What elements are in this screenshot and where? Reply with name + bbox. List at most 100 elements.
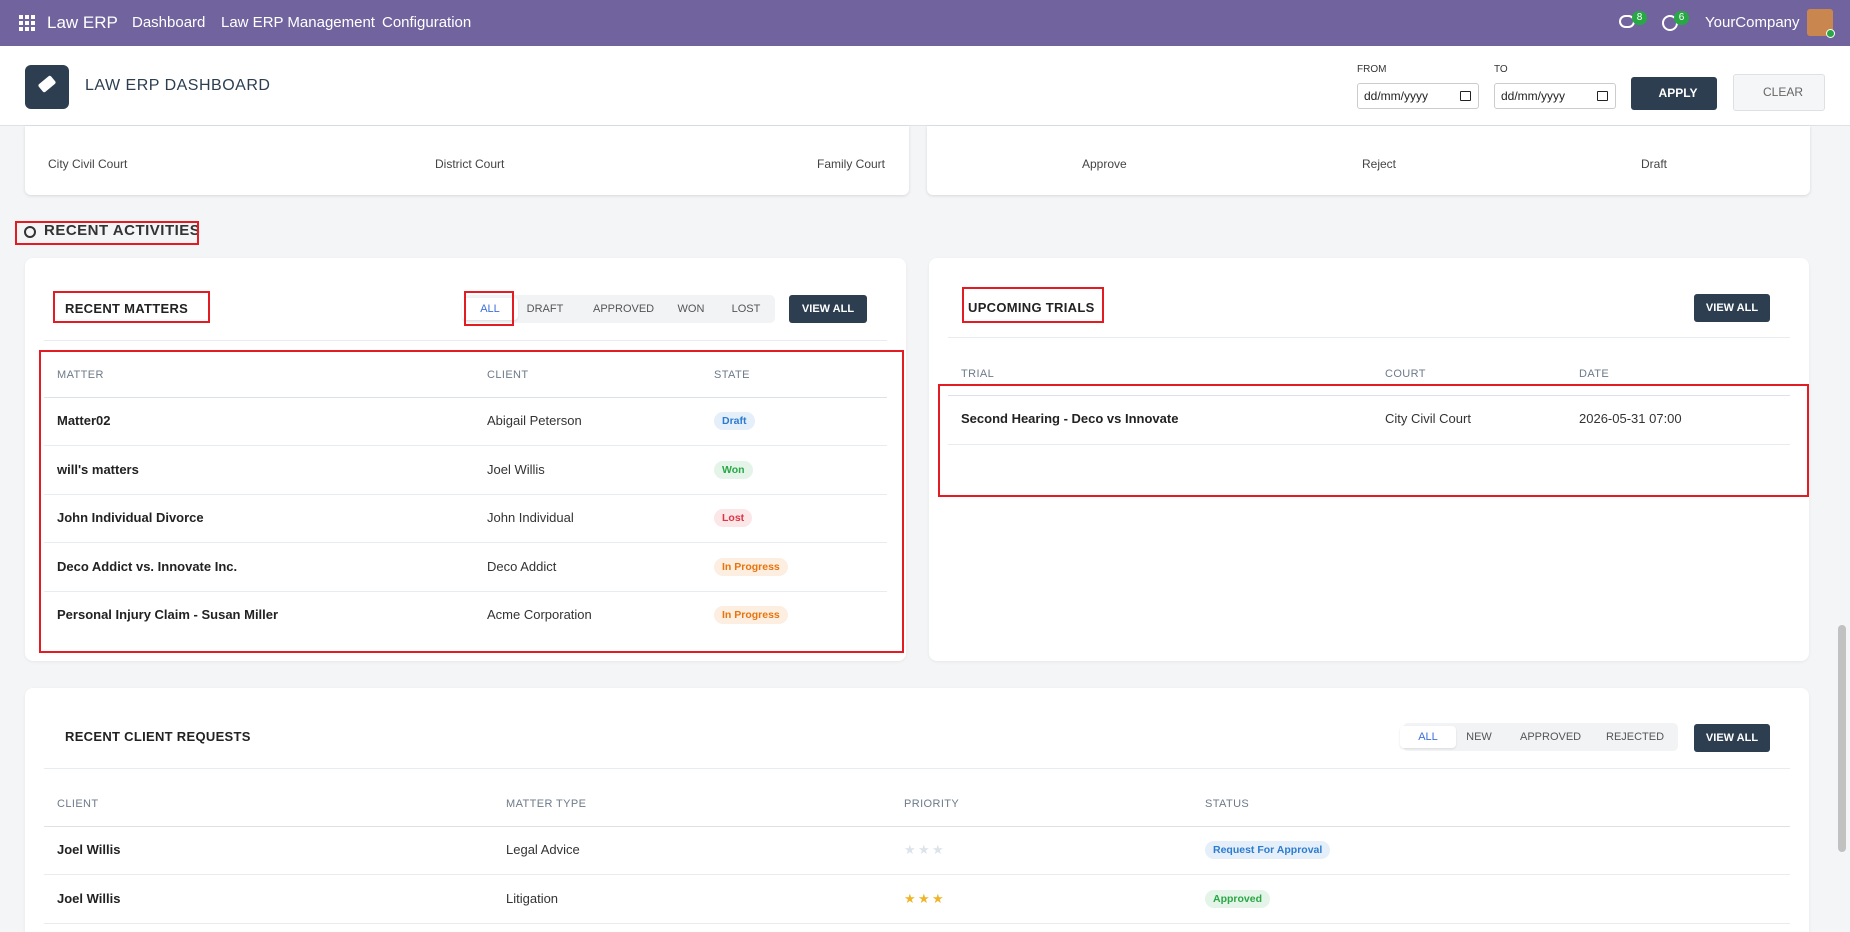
row-divider bbox=[44, 874, 1790, 875]
filter-tab[interactable]: APPROVED bbox=[1520, 731, 1582, 743]
apps-icon bbox=[31, 15, 35, 19]
highlight-box bbox=[53, 291, 210, 323]
row-divider bbox=[44, 397, 887, 398]
column-header: CLIENT bbox=[487, 369, 529, 381]
client-name: Abigail Peterson bbox=[487, 413, 582, 428]
section-title: RECENT ACTIVITIES bbox=[44, 222, 201, 239]
row-divider bbox=[44, 445, 887, 446]
apps-icon bbox=[25, 15, 29, 19]
row-divider bbox=[948, 337, 1790, 338]
star: ★ bbox=[918, 890, 930, 906]
matter-name: Deco Addict vs. Innovate Inc. bbox=[57, 558, 238, 574]
row-divider bbox=[44, 542, 887, 543]
date-input[interactable]: dd/mm/yyyy bbox=[1494, 83, 1616, 109]
row-divider bbox=[44, 340, 887, 341]
menu-item[interactable]: Law ERP Management bbox=[221, 14, 375, 31]
highlight-box bbox=[15, 221, 199, 245]
to-label: TO bbox=[1494, 64, 1508, 75]
column-header: STATE bbox=[714, 369, 750, 381]
column-header: CLIENT bbox=[57, 798, 99, 810]
row-divider bbox=[44, 922, 1790, 924]
row-divider bbox=[948, 395, 1790, 396]
date-input[interactable]: dd/mm/yyyy bbox=[1357, 83, 1479, 109]
apps-icon bbox=[19, 15, 23, 19]
trial-name: Second Hearing - Deco vs Innovate bbox=[961, 411, 1179, 426]
filter-tab[interactable]: LOST bbox=[731, 303, 761, 315]
filter-tab[interactable]: NEW bbox=[1466, 731, 1492, 743]
page-title: LAW ERP DASHBOARD bbox=[85, 77, 271, 94]
status-badge: Lost bbox=[714, 509, 753, 527]
view-all-button[interactable]: VIEW ALL bbox=[1694, 724, 1770, 752]
app-name: Law ERP bbox=[47, 13, 118, 32]
filter-tab[interactable]: ALL bbox=[462, 298, 518, 320]
star: ★ bbox=[918, 842, 930, 857]
client-name: Deco Addict bbox=[487, 558, 557, 574]
column-header: MATTER bbox=[57, 369, 104, 381]
calendar-icon bbox=[1460, 91, 1471, 101]
status-badge: In Progress bbox=[714, 606, 788, 624]
apps-icon bbox=[31, 21, 35, 25]
scrollbar-thumb bbox=[1838, 625, 1846, 852]
matter-name: will's matters bbox=[57, 461, 139, 477]
row-divider bbox=[44, 826, 1790, 827]
client-name: Acme Corporation bbox=[487, 607, 592, 622]
row-divider bbox=[44, 768, 1790, 769]
filter-tab[interactable]: ALL bbox=[1400, 726, 1456, 748]
trials-card bbox=[929, 258, 1809, 661]
trial-date: 2026-05-31 07:00 bbox=[1579, 411, 1682, 426]
row-divider bbox=[948, 444, 1790, 445]
navbar bbox=[0, 0, 1850, 46]
row-divider bbox=[44, 590, 887, 592]
apps-icon bbox=[19, 27, 23, 31]
matter-name: Matter02 bbox=[57, 413, 111, 428]
column-header: STATUS bbox=[1205, 798, 1250, 810]
apply-button[interactable]: APPLY bbox=[1631, 77, 1717, 110]
client-name: John Individual bbox=[487, 510, 574, 525]
header-bar bbox=[0, 46, 1850, 126]
status-card bbox=[927, 126, 1810, 195]
filter-tab[interactable]: WON bbox=[677, 303, 705, 315]
online-dot bbox=[1826, 29, 1835, 38]
calendar-icon bbox=[1597, 91, 1608, 101]
card-title: RECENT CLIENT REQUESTS bbox=[65, 729, 251, 744]
filter-tab[interactable]: DRAFT bbox=[526, 303, 564, 315]
clear-button[interactable]: CLEAR bbox=[1733, 74, 1825, 111]
legend-label: Draft bbox=[1641, 157, 1668, 171]
apps-icon bbox=[25, 21, 29, 25]
status-badge: In Progress bbox=[714, 557, 788, 576]
apps-icon bbox=[31, 27, 35, 31]
apps-icon bbox=[19, 21, 23, 25]
priority-stars: ★ ★ ★ bbox=[904, 890, 948, 908]
from-label: FROM bbox=[1357, 64, 1387, 75]
company-name[interactable]: YourCompany bbox=[1705, 14, 1800, 31]
filter-tab[interactable]: REJECTED bbox=[1606, 731, 1665, 743]
matter-type: Legal Advice bbox=[506, 842, 580, 857]
status-badge: Won bbox=[714, 460, 753, 479]
filter-tab[interactable]: APPROVED bbox=[593, 303, 655, 315]
apps-icon bbox=[25, 27, 29, 31]
star: ★ bbox=[932, 890, 944, 906]
activity-badge: 6 bbox=[1674, 11, 1689, 25]
menu-item[interactable]: Configuration bbox=[382, 14, 472, 31]
column-header: TRIAL bbox=[961, 368, 995, 380]
status-badge: Draft bbox=[714, 412, 755, 430]
priority-stars: ★ ★ ★ bbox=[904, 841, 948, 859]
highlight-box bbox=[464, 291, 514, 326]
menu-item[interactable]: Dashboard bbox=[132, 14, 206, 31]
star: ★ bbox=[904, 842, 916, 857]
view-all-button[interactable]: VIEW ALL bbox=[789, 295, 867, 323]
card-title: UPCOMING TRIALS bbox=[968, 300, 1095, 315]
column-header: PRIORITY bbox=[904, 798, 960, 810]
client-name: Joel Willis bbox=[487, 461, 545, 477]
matter-name: John Individual Divorce bbox=[57, 510, 204, 525]
matter-type: Litigation bbox=[506, 890, 559, 906]
card-title: RECENT MATTERS bbox=[65, 301, 189, 316]
view-all-button[interactable]: VIEW ALL bbox=[1694, 294, 1770, 322]
court-card bbox=[25, 126, 909, 195]
legend-label: City Civil Court bbox=[48, 157, 128, 171]
column-header: MATTER TYPE bbox=[506, 798, 587, 810]
legend-label: District Court bbox=[435, 157, 505, 171]
status-badge: Approved bbox=[1205, 889, 1271, 908]
matter-name: Personal Injury Claim - Susan Miller bbox=[57, 607, 279, 622]
